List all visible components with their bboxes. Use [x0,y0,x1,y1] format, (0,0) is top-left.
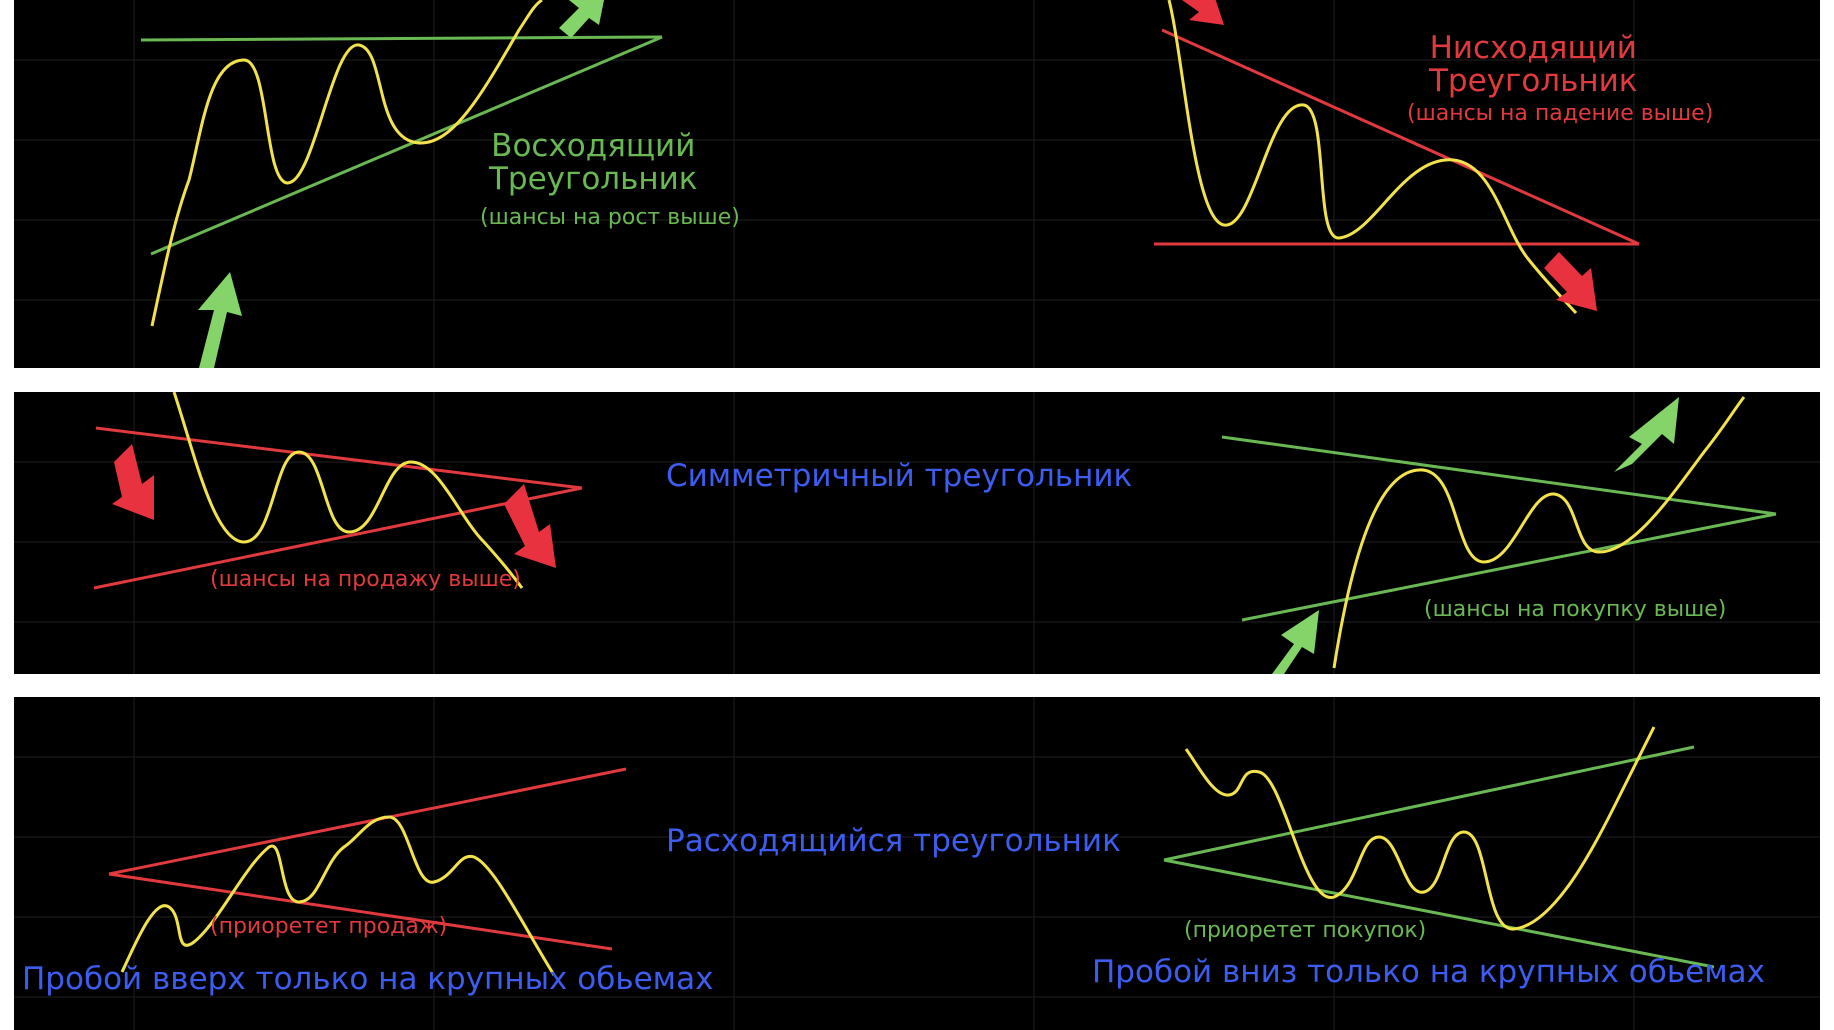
ascending-support-line [150,35,663,256]
panel-top: Восходящий Треугольник (шансы на рост вы… [14,0,1820,368]
broadening-title: Расходящийся треугольник [666,823,1121,859]
middle-chart-canvas [14,392,1820,674]
descending-title-line1: Нисходящий [1429,30,1637,66]
grid [14,392,1820,674]
symmetric-bearish-price-path [172,392,524,589]
broadening-sell-lower-line [108,872,613,951]
descending-price-path [1167,0,1578,314]
symmetric-bullish-upper-line [1221,435,1777,516]
grid [14,697,1820,1030]
descending-resistance-line [1161,28,1640,246]
top-chart-canvas [14,0,1820,368]
broadening-buy-lower-line [1163,858,1715,969]
descending-breakout-arrow [1544,252,1597,311]
ascending-resistance-line [140,35,663,42]
symmetric-bullish-lower-line [1241,512,1777,622]
broadening-buy-upper-line [1163,745,1695,862]
broadening-sell-price-path [120,815,556,976]
descending-breakout-arrow-upper [1182,0,1224,25]
broadening-sell-upper-line [108,767,627,876]
bottom-chart-canvas [14,697,1820,1030]
symmetric-bearish-upper-line [95,426,583,490]
symmetric-bullish-note: (шансы на покупку выше) [1424,597,1727,622]
ascending-note: (шансы на рост выше) [480,205,740,230]
descending-title-line2: Треугольник [1429,62,1638,99]
broadening-buy-note: (приоретет покупок) [1184,918,1427,943]
symmetric-bearish-lower-line [93,486,583,590]
descending-note: (шансы на падение выше) [1407,101,1714,126]
ascending-title: Восходящий Треугольник [489,130,698,195]
ascending-title-line2: Треугольник [489,160,698,197]
symmetric-bearish-arrow-left [112,444,154,520]
broadening-sell-note: (приоретет продаж) [210,914,448,939]
symmetric-title: Симметричный треугольник [666,458,1133,494]
panel-bottom: Расходящийся треугольник (приоретет прод… [14,697,1820,1030]
ascending-price-path [150,0,543,327]
ascending-breakout-arrow [198,272,242,368]
panel-middle: Симметричный треугольник (шансы на прода… [14,392,1820,674]
symmetric-bearish-arrow-right [504,484,556,568]
descending-title: Нисходящий Треугольник [1429,32,1638,97]
symmetric-bullish-arrow-upper [1614,397,1679,472]
broadening-sell-caption: Пробой вверх только на крупных обьемах [22,961,714,997]
symmetric-bullish-arrow-lower [1272,610,1319,674]
symmetric-bullish-price-path [1332,396,1746,669]
broadening-buy-caption: Пробой вниз только на крупных обьемах [1092,954,1765,990]
broadening-buy-price-path [1184,726,1656,931]
ascending-title-line1: Восходящий [491,128,696,164]
symmetric-bearish-note: (шансы на продажу выше) [210,567,521,592]
ascending-breakout-arrow-upper [559,0,604,38]
